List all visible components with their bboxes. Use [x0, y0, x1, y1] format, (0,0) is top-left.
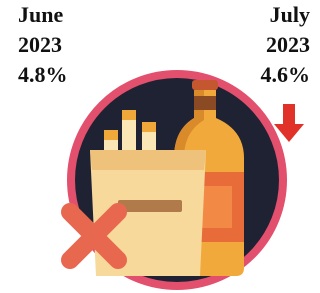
left-month: June: [18, 2, 63, 27]
down-arrow: [274, 104, 304, 142]
right-year: 2023: [266, 32, 310, 57]
right-value: 4.6%: [261, 62, 311, 87]
infographic: June 2023 4.8% July 2023 4.6%: [0, 0, 319, 293]
right-month: July: [270, 2, 310, 27]
left-value: 4.8%: [18, 62, 68, 87]
left-year: 2023: [18, 32, 62, 57]
